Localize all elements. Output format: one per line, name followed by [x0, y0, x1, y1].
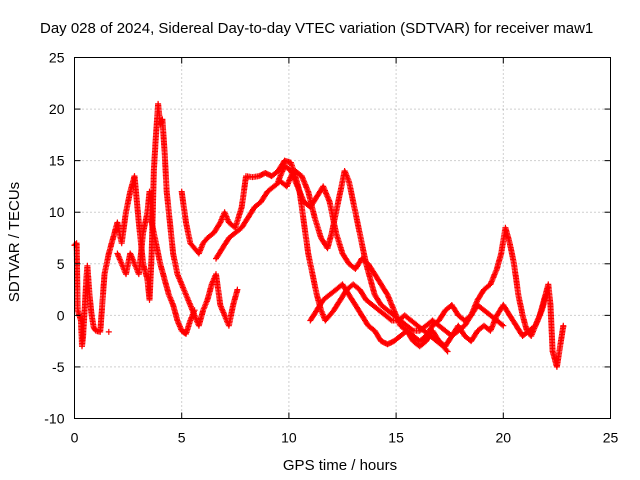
grid-layer: [74, 57, 611, 419]
x-tick-label: 10: [281, 430, 297, 446]
data-point: [560, 323, 567, 330]
ticks-layer: [74, 57, 611, 419]
series-trace-6: [307, 281, 550, 350]
series-markers: [71, 100, 241, 350]
y-tick-label: 25: [49, 50, 65, 66]
data-points-layer: [71, 100, 567, 370]
x-tick-label: 25: [603, 430, 619, 446]
y-tick-label: 15: [49, 153, 65, 169]
x-tick-label: 0: [71, 430, 79, 446]
tick-labels-layer: 0 5 10 15 20 25 -10 -5 0 5 10 15 20 25: [44, 50, 618, 446]
y-tick-label: 20: [49, 101, 65, 117]
x-tick-label: 5: [178, 430, 186, 446]
x-axis-label: GPS time / hours: [283, 457, 397, 474]
data-point: [105, 328, 112, 335]
y-tick-label: 10: [49, 204, 65, 220]
series-trace-1: [71, 100, 241, 350]
y-tick-label: -5: [52, 359, 65, 375]
y-tick-label: 0: [57, 307, 65, 323]
y-axis-label: SDTVAR / TECUs: [6, 182, 23, 302]
x-tick-label: 20: [496, 430, 512, 446]
series-markers: [114, 188, 198, 337]
chart-title: Day 028 of 2024, Sidereal Day-to-day VTE…: [40, 20, 593, 37]
series-markers: [307, 281, 550, 350]
x-tick-label: 15: [388, 430, 404, 446]
plot-frame: [74, 57, 611, 419]
y-tick-label: -10: [44, 411, 64, 427]
series-trace-2: [114, 188, 198, 337]
y-tick-label: 5: [57, 256, 65, 272]
